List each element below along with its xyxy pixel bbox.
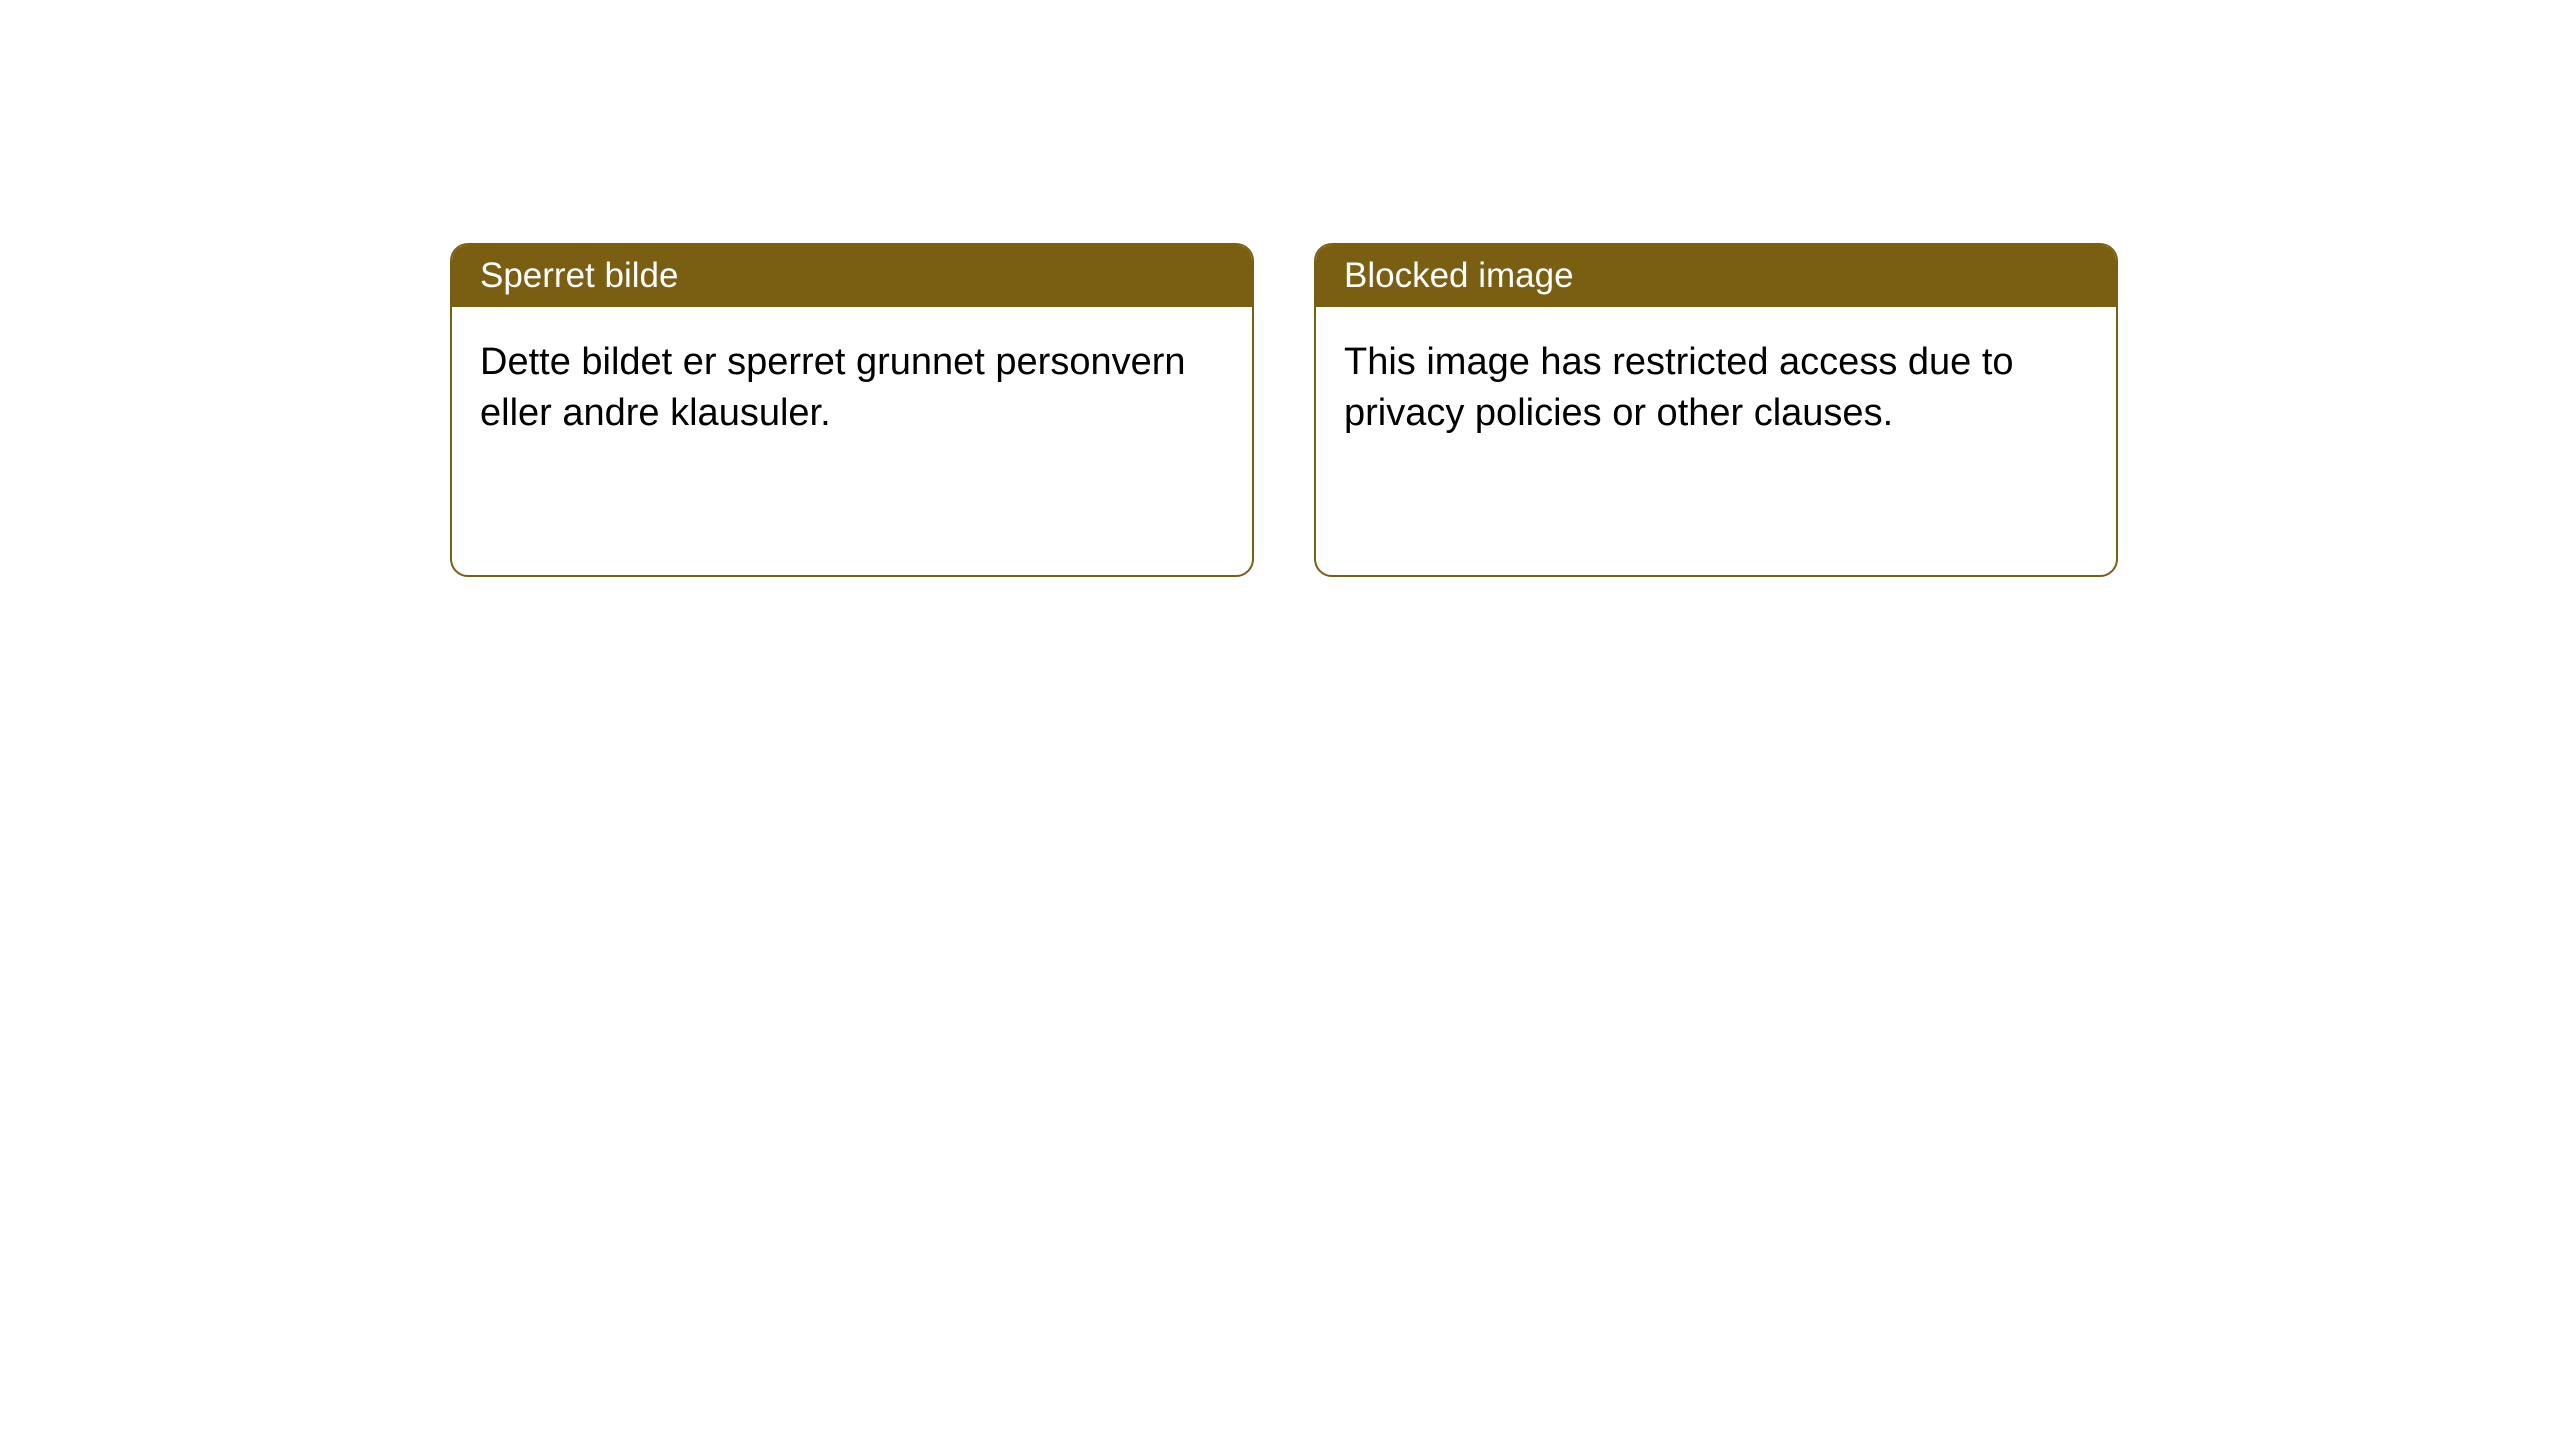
notice-container: Sperret bilde Dette bildet er sperret gr… bbox=[450, 243, 2118, 577]
notice-header: Sperret bilde bbox=[452, 245, 1252, 307]
notice-card-english: Blocked image This image has restricted … bbox=[1314, 243, 2118, 577]
notice-body: This image has restricted access due to … bbox=[1316, 307, 2116, 470]
notice-header: Blocked image bbox=[1316, 245, 2116, 307]
notice-body: Dette bildet er sperret grunnet personve… bbox=[452, 307, 1252, 470]
notice-card-norwegian: Sperret bilde Dette bildet er sperret gr… bbox=[450, 243, 1254, 577]
